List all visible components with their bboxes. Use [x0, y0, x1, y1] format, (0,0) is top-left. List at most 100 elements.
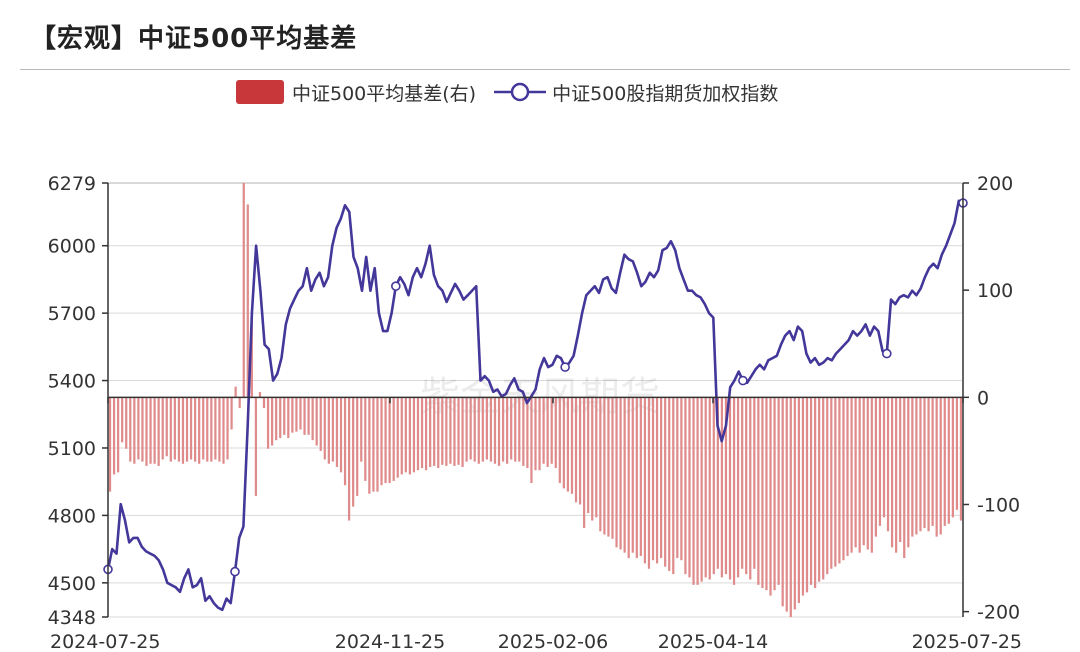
basis-bar — [153, 397, 156, 464]
basis-bar — [173, 397, 176, 460]
line-marker — [391, 281, 401, 291]
basis-bar — [676, 397, 679, 559]
line-marker — [882, 348, 892, 359]
index-line — [103, 198, 968, 612]
left-tick-label: 5700 — [48, 303, 96, 325]
basis-bar — [696, 397, 699, 585]
basis-bar — [603, 397, 606, 535]
basis-bar — [319, 397, 322, 451]
basis-bar — [287, 397, 290, 439]
basis-bar — [716, 397, 719, 569]
basis-bar — [769, 397, 772, 596]
basis-bar — [886, 397, 890, 532]
basis-bar — [360, 397, 363, 462]
basis-bar — [133, 397, 136, 464]
basis-bar — [339, 397, 343, 473]
basis-bar — [408, 397, 411, 475]
legend-line-swatch — [494, 82, 547, 102]
basis-bar — [805, 397, 809, 593]
page-title: 【宏观】中证500平均基差 — [30, 24, 358, 54]
basis-bar — [749, 397, 752, 580]
basis-bar — [137, 397, 140, 460]
basis-bar — [453, 397, 456, 466]
basis-bar — [157, 397, 160, 466]
basis-bar — [473, 397, 476, 462]
basis-bar — [112, 397, 116, 475]
basis-bar — [530, 397, 533, 484]
basis-bar — [874, 397, 877, 537]
basis-bar — [664, 397, 667, 567]
basis-bar — [315, 397, 318, 446]
basis-bar — [254, 397, 258, 496]
basis-bar — [121, 397, 124, 443]
basis-bar — [125, 397, 128, 449]
basis-bar — [959, 397, 963, 521]
basis-bar — [631, 397, 634, 553]
basis-bars — [108, 183, 963, 617]
right-tick-label: 0 — [977, 387, 989, 409]
left-tick-label: 6000 — [48, 236, 96, 258]
basis-bar — [878, 397, 882, 526]
line-marker — [738, 375, 748, 386]
basis-bar — [570, 397, 574, 494]
basis-bar — [514, 397, 517, 462]
basis-bar — [283, 397, 286, 435]
basis-bar — [550, 397, 553, 464]
basis-bar — [501, 397, 505, 462]
basis-bar — [578, 397, 582, 505]
basis-bar — [611, 397, 614, 539]
basis-bar — [736, 397, 740, 578]
basis-bar — [850, 397, 853, 553]
basis-bar — [380, 397, 383, 486]
x-tick-label: 2025-07-25 — [912, 631, 1022, 652]
basis-bar — [238, 397, 241, 409]
basis-bar — [931, 397, 934, 526]
basis-bar — [777, 397, 780, 585]
basis-bar — [672, 397, 675, 575]
basis-bar — [668, 397, 671, 571]
basis-bar — [623, 397, 626, 553]
basis-bar — [619, 397, 622, 550]
basis-bar — [323, 397, 326, 460]
basis-bar — [846, 397, 849, 556]
basis-bar — [688, 397, 691, 578]
left-tick-label: 5400 — [48, 371, 96, 393]
basis-bar — [923, 397, 926, 529]
basis-bar — [497, 397, 501, 466]
basis-bar — [542, 397, 545, 464]
basis-bar — [311, 397, 314, 441]
basis-bar — [712, 397, 715, 575]
basis-bar — [639, 397, 642, 556]
legend-bar-label: 中证500平均基差(右) — [292, 82, 477, 105]
basis-bar — [481, 397, 484, 462]
basis-bar — [226, 397, 229, 460]
basis-bar — [400, 397, 403, 475]
basis-bar — [765, 397, 768, 591]
basis-bar — [222, 397, 225, 464]
basis-bar — [538, 397, 541, 471]
basis-bar — [591, 397, 594, 521]
basis-bar — [161, 397, 164, 460]
basis-bar — [141, 397, 144, 462]
basis-bar — [506, 397, 509, 464]
basis-bar — [376, 397, 379, 492]
basis-bar — [165, 397, 168, 457]
basis-bar — [388, 397, 391, 484]
basis-bar — [457, 397, 460, 465]
x-tick-label: 2025-04-14 — [658, 631, 768, 652]
basis-bar — [704, 397, 707, 578]
basis-bar — [433, 397, 436, 466]
basis-bar — [647, 397, 651, 569]
basis-bar — [562, 397, 565, 489]
basis-bar — [392, 397, 395, 481]
basis-bar — [643, 397, 647, 564]
basis-bar — [234, 386, 237, 398]
right-tick-label: -200 — [977, 602, 1020, 624]
basis-bar — [465, 397, 468, 462]
basis-bar — [554, 397, 557, 469]
basis-bar — [822, 397, 825, 580]
basis-bar — [826, 397, 829, 575]
basis-bar — [785, 397, 788, 612]
basis-bar — [728, 397, 732, 580]
basis-bar — [404, 397, 407, 473]
